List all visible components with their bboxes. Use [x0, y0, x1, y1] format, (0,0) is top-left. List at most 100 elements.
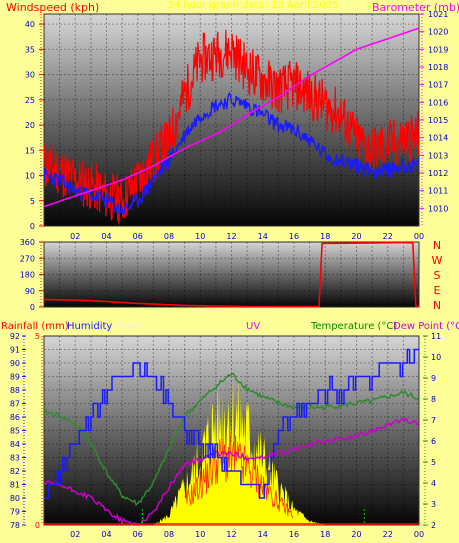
- temperature-series: [43, 348, 420, 526]
- humidity-y-tick-label: 83: [10, 454, 20, 463]
- x-tick-label: 02: [70, 232, 80, 241]
- uv-line: [184, 430, 294, 519]
- temperature-y-tick-label: 9: [431, 374, 436, 383]
- windspeed-axes: 0510152025303540101010111012101310141015…: [25, 10, 449, 231]
- x-tick-label: 12: [226, 530, 236, 539]
- humidity-line: [44, 348, 419, 499]
- x-tick-label: 20: [351, 530, 361, 539]
- direction-label: W: [432, 254, 443, 267]
- windspeed-axis-title: Windspeed (kph): [6, 1, 99, 14]
- windspeed-y-tick-label: 20: [25, 121, 35, 130]
- barometer-y-tick-label: 1015: [428, 116, 448, 125]
- direction-label: E: [434, 284, 441, 297]
- windspeed-x-tick-labels: 02 04 06 08 10 12 14 16 18 20 22 00: [70, 232, 424, 241]
- barometer-y-tick-label: 1010: [428, 204, 448, 213]
- direction-y-tick-label: 90: [25, 287, 35, 296]
- x-tick-label: 12: [226, 232, 236, 241]
- barometer-y-tick-label: 1016: [428, 98, 448, 107]
- wind-direction-grid: [44, 241, 419, 308]
- temperature-y-tick-label: 8: [431, 395, 436, 404]
- direction-y-tick-label: 0: [30, 303, 35, 312]
- x-tick-label: 18: [320, 530, 330, 539]
- temperature-y-tick-label: 3: [431, 500, 436, 509]
- humidity-y-tick-label: 84: [10, 440, 20, 449]
- wind-direction-axes: 0 90 180 270 360: [20, 238, 44, 312]
- x-tick-label: 22: [383, 232, 393, 241]
- windspeed-y-tick-label: 5: [30, 197, 35, 206]
- temperature-y-tick-label: 4: [431, 479, 436, 488]
- direction-y-tick-label: 270: [20, 254, 35, 263]
- barometer-y-tick-label: 1018: [428, 63, 448, 72]
- humidity-y-tick-label: 79: [10, 508, 20, 517]
- windspeed-y-tick-label: 0: [30, 222, 35, 231]
- windspeed-series: [43, 27, 420, 225]
- x-tick-label: 00: [414, 232, 424, 241]
- x-tick-label: 06: [133, 232, 143, 241]
- barometer-y-tick-label: 1013: [428, 151, 448, 160]
- humidity-y-tick-label: 87: [10, 400, 20, 409]
- temperature-y-tick-label: 10: [431, 353, 441, 362]
- x-tick-label: 16: [289, 530, 299, 539]
- dewpoint-line: [43, 416, 420, 526]
- rainfall-y-tick-label: 0: [35, 521, 40, 530]
- temperature-y-tick-label: 6: [431, 437, 436, 446]
- x-tick-label: 04: [101, 232, 111, 241]
- barometer-line: [43, 27, 420, 208]
- humidity-y-tick-label: 86: [10, 413, 20, 422]
- humidity-y-tick-label: 78: [10, 521, 20, 530]
- temperature-axes: 7879808182838485868788899091920523456789…: [10, 332, 441, 530]
- temperature-y-tick-label: 11: [431, 332, 441, 341]
- barometer-y-tick-label: 1011: [428, 187, 448, 196]
- x-tick-label: 16: [289, 232, 299, 241]
- windspeed-y-tick-label: 10: [25, 172, 35, 181]
- x-tick-label: 00: [414, 530, 424, 539]
- humidity-y-tick-label: 91: [10, 346, 20, 355]
- average-windspeed-line: [43, 91, 420, 217]
- direction-y-tick-label: 180: [20, 271, 35, 280]
- humidity-y-tick-label: 92: [10, 332, 20, 341]
- barometer-y-tick-label: 1019: [428, 45, 448, 54]
- humidity-y-tick-label: 90: [10, 359, 20, 368]
- x-tick-label: 04: [101, 530, 111, 539]
- windspeed-y-tick-label: 35: [25, 45, 35, 54]
- windspeed-y-tick-label: 30: [25, 71, 35, 80]
- rainfall-axis-title: Rainfall (mm): [1, 321, 69, 332]
- x-tick-label: 22: [383, 530, 393, 539]
- direction-label: N: [433, 299, 441, 312]
- barometer-y-tick-label: 1012: [428, 169, 448, 178]
- x-tick-label: 18: [320, 232, 330, 241]
- direction-label: S: [434, 269, 441, 282]
- temperature-x-tick-labels: 02 04 06 08 10 12 14 16 18 20 22 00: [70, 530, 424, 539]
- x-tick-label: 08: [164, 530, 174, 539]
- humidity-y-tick-label: 89: [10, 373, 20, 382]
- uv-axis-title: UV: [246, 321, 260, 332]
- temperature-y-tick-label: 2: [431, 521, 436, 530]
- barometer-y-tick-label: 1017: [428, 81, 448, 90]
- x-tick-label: 08: [164, 232, 174, 241]
- wind-direction-series: [43, 241, 420, 308]
- direction-label: N: [433, 239, 441, 252]
- humidity-y-tick-label: 80: [10, 494, 20, 503]
- humidity-y-tick-label: 88: [10, 386, 20, 395]
- x-tick-label: 14: [258, 232, 268, 241]
- x-tick-label: 14: [258, 530, 268, 539]
- x-tick-label: 20: [351, 232, 361, 241]
- dewpoint-axis-title: Dew Point (°C): [393, 321, 459, 332]
- solar-area: [44, 374, 419, 525]
- barometer-axis-title: Barometer (mb): [372, 1, 459, 14]
- solar-axis-title: Solar: [117, 321, 143, 332]
- barometer-y-tick-label: 1014: [428, 134, 448, 143]
- barometer-y-tick-label: 1020: [428, 28, 448, 37]
- humidity-y-tick-label: 85: [10, 427, 20, 436]
- x-tick-label: 10: [195, 530, 205, 539]
- temperature-axis-title: Temperature (°C): [310, 321, 397, 332]
- rainfall-y-tick-label: 5: [35, 332, 40, 341]
- barometer-y-tick-label: 1021: [428, 10, 448, 19]
- chart-title: 24 hour graph data: 13 April 2025: [168, 0, 339, 11]
- temperature-y-tick-label: 7: [431, 416, 436, 425]
- wind-direction-line: [43, 241, 420, 308]
- temperature-y-tick-label: 5: [431, 458, 436, 467]
- x-tick-label: 10: [195, 232, 205, 241]
